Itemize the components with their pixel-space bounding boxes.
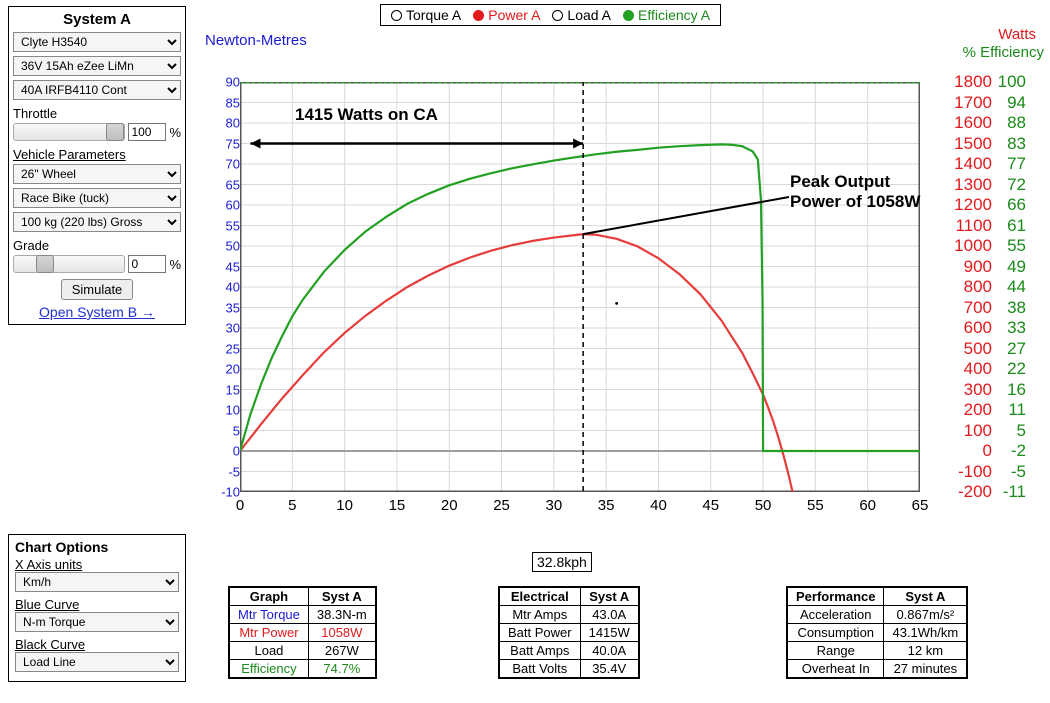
table-performance: PerformanceSyst AAcceleration0.867m/s²Co… bbox=[786, 586, 968, 679]
xaxis-units-select[interactable]: Km/h bbox=[15, 572, 179, 592]
legend-efficiency[interactable]: Efficiency A bbox=[623, 7, 710, 23]
y-right-axis-title-watts: Watts bbox=[998, 26, 1036, 43]
throttle-label: Throttle bbox=[13, 106, 181, 121]
throttle-value[interactable]: 100 bbox=[128, 123, 166, 141]
blue-curve-label: Blue Curve bbox=[15, 597, 179, 612]
chart-options-title: Chart Options bbox=[15, 539, 179, 555]
legend-torque[interactable]: Torque A bbox=[391, 7, 461, 23]
table-electrical: ElectricalSyst AMtr Amps43.0ABatt Power1… bbox=[498, 586, 640, 679]
y-left-axis-title: Newton-Metres bbox=[205, 32, 307, 49]
frame-select[interactable]: Race Bike (tuck) bbox=[13, 188, 181, 208]
grade-value[interactable]: 0 bbox=[128, 255, 166, 273]
cursor-x-label: 32.8kph bbox=[532, 552, 592, 572]
system-a-panel: System A Clyte H3540 36V 15Ah eZee LiMn … bbox=[8, 6, 186, 325]
chart-svg bbox=[240, 82, 920, 492]
grade-slider[interactable] bbox=[13, 255, 125, 273]
x-tick-labels: 05101520253035404550556065 bbox=[240, 497, 920, 517]
annotation-peak1: Peak Output bbox=[790, 172, 890, 192]
y-right-axis-title-eff: % Efficiency bbox=[963, 44, 1044, 61]
xaxis-units-label: X Axis units bbox=[15, 557, 179, 572]
black-curve-label: Black Curve bbox=[15, 637, 179, 652]
motor-select[interactable]: Clyte H3540 bbox=[13, 32, 181, 52]
open-system-b-link[interactable]: Open System B → bbox=[13, 304, 181, 320]
legend-load[interactable]: Load A bbox=[552, 7, 611, 23]
battery-select[interactable]: 36V 15Ah eZee LiMn bbox=[13, 56, 181, 76]
annotation-peak2: Power of 1058W bbox=[790, 192, 920, 212]
throttle-unit: % bbox=[169, 125, 181, 140]
controller-select[interactable]: 40A IRFB4110 Cont bbox=[13, 80, 181, 100]
vehicle-params-label: Vehicle Parameters bbox=[13, 147, 181, 162]
black-curve-select[interactable]: Load Line bbox=[15, 652, 179, 672]
weight-select[interactable]: 100 kg (220 lbs) Gross bbox=[13, 212, 181, 232]
y-right-tick-labels: 1800100170094160088150083140077130072120… bbox=[936, 82, 1041, 492]
chart-plot-area bbox=[240, 82, 920, 492]
annotation-watts-ca: 1415 Watts on CA bbox=[295, 105, 438, 125]
chart-legend: Torque A Power A Load A Efficiency A bbox=[380, 4, 721, 26]
blue-curve-select[interactable]: N-m Torque bbox=[15, 612, 179, 632]
y-left-tick-labels: 908580757065605550454035302520151050-5-1… bbox=[210, 82, 240, 492]
table-graph: GraphSyst AMtr Torque38.3N-mMtr Power105… bbox=[228, 586, 377, 679]
throttle-slider[interactable] bbox=[13, 123, 125, 141]
legend-power[interactable]: Power A bbox=[473, 7, 540, 23]
system-a-title: System A bbox=[13, 11, 181, 28]
simulate-button[interactable]: Simulate bbox=[61, 279, 134, 300]
grade-unit: % bbox=[169, 257, 181, 272]
wheel-select[interactable]: 26" Wheel bbox=[13, 164, 181, 184]
grade-label: Grade bbox=[13, 238, 181, 253]
chart-options-panel: Chart Options X Axis units Km/h Blue Cur… bbox=[8, 534, 186, 682]
